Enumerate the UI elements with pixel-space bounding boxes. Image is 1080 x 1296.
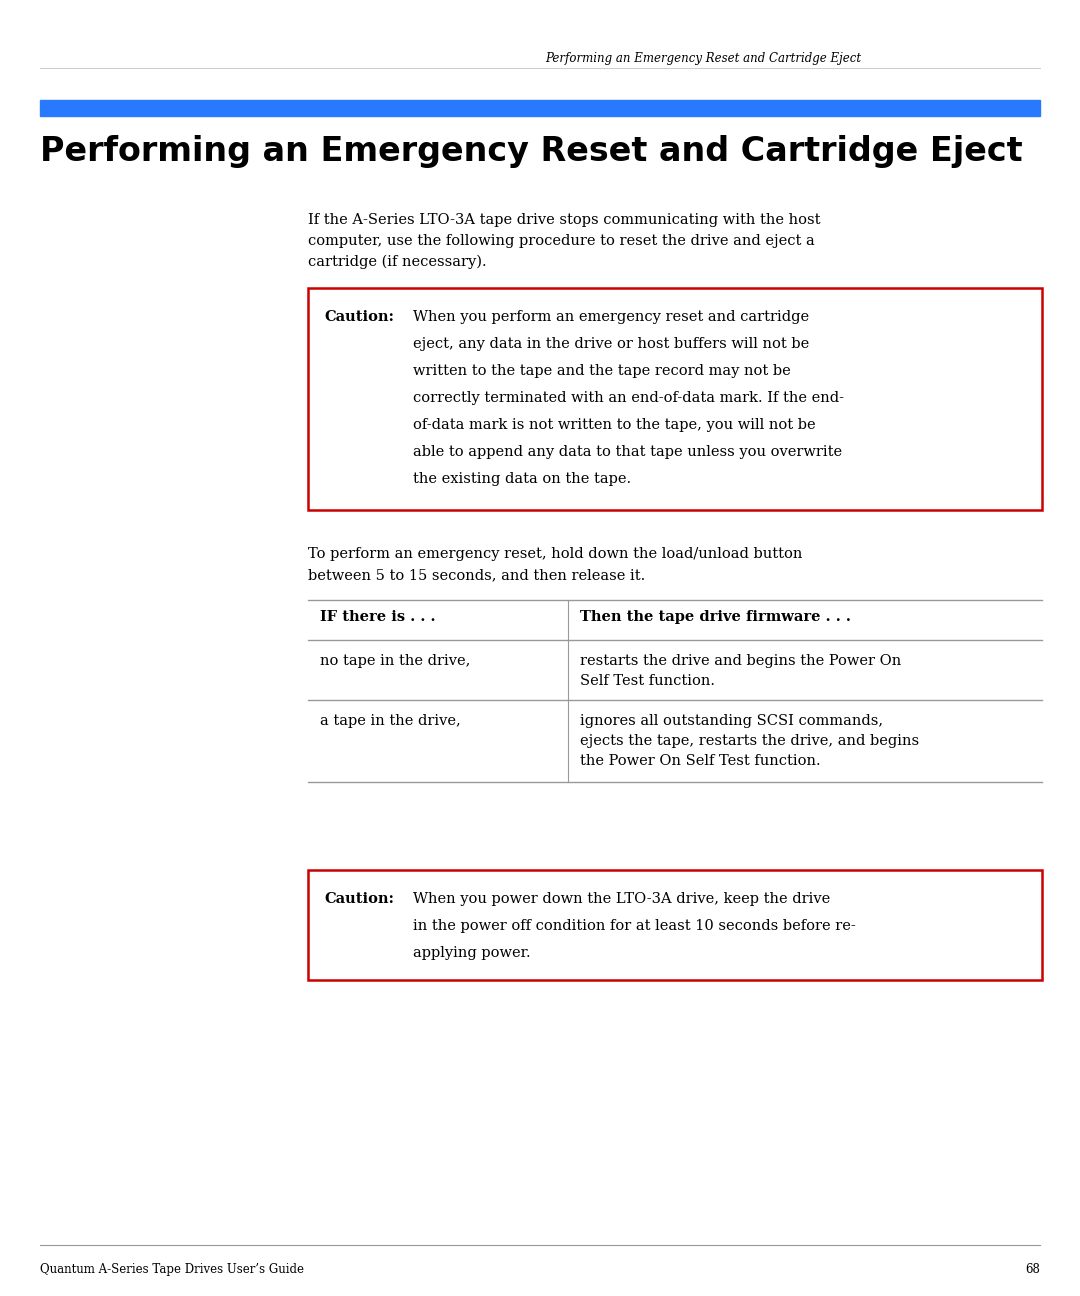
Text: in the power off condition for at least 10 seconds before re-: in the power off condition for at least …: [413, 919, 855, 933]
Text: When you power down the LTO-3A drive, keep the drive: When you power down the LTO-3A drive, ke…: [413, 892, 831, 906]
Text: written to the tape and the tape record may not be: written to the tape and the tape record …: [413, 364, 791, 378]
Text: eject, any data in the drive or host buffers will not be: eject, any data in the drive or host buf…: [413, 337, 809, 351]
Text: ignores all outstanding SCSI commands,: ignores all outstanding SCSI commands,: [580, 714, 883, 728]
Text: When you perform an emergency reset and cartridge: When you perform an emergency reset and …: [413, 310, 809, 324]
Text: IF there is . . .: IF there is . . .: [320, 610, 435, 623]
Text: of-data mark is not written to the tape, you will not be: of-data mark is not written to the tape,…: [413, 419, 815, 432]
Text: Caution:: Caution:: [324, 310, 394, 324]
Text: Quantum A-Series Tape Drives User’s Guide: Quantum A-Series Tape Drives User’s Guid…: [40, 1264, 303, 1277]
Bar: [308, 870, 1042, 980]
Bar: [308, 288, 1042, 511]
Text: cartridge (if necessary).: cartridge (if necessary).: [308, 255, 487, 270]
Text: restarts the drive and begins the Power On: restarts the drive and begins the Power …: [580, 654, 901, 667]
Text: the existing data on the tape.: the existing data on the tape.: [413, 472, 631, 486]
Text: able to append any data to that tape unless you overwrite: able to append any data to that tape unl…: [413, 445, 842, 459]
Text: 68: 68: [1025, 1264, 1040, 1277]
Text: a tape in the drive,: a tape in the drive,: [320, 714, 461, 728]
Text: To perform an emergency reset, hold down the load/unload button: To perform an emergency reset, hold down…: [308, 547, 802, 561]
Text: Performing an Emergency Reset and Cartridge Eject: Performing an Emergency Reset and Cartri…: [545, 52, 861, 65]
Text: the Power On Self Test function.: the Power On Self Test function.: [580, 754, 821, 769]
Text: Then the tape drive firmware . . .: Then the tape drive firmware . . .: [580, 610, 851, 623]
Text: Self Test function.: Self Test function.: [580, 674, 715, 688]
Text: ejects the tape, restarts the drive, and begins: ejects the tape, restarts the drive, and…: [580, 734, 919, 748]
Bar: [40, 100, 1040, 117]
Text: If the A-Series LTO-3A tape drive stops communicating with the host: If the A-Series LTO-3A tape drive stops …: [308, 213, 821, 227]
Text: Performing an Emergency Reset and Cartridge Eject: Performing an Emergency Reset and Cartri…: [40, 135, 1023, 168]
Text: correctly terminated with an end-of-data mark. If the end-: correctly terminated with an end-of-data…: [413, 391, 843, 404]
Text: Caution:: Caution:: [324, 892, 394, 906]
Text: computer, use the following procedure to reset the drive and eject a: computer, use the following procedure to…: [308, 235, 814, 248]
Text: no tape in the drive,: no tape in the drive,: [320, 654, 471, 667]
Text: between 5 to 15 seconds, and then release it.: between 5 to 15 seconds, and then releas…: [308, 568, 645, 582]
Text: applying power.: applying power.: [413, 946, 530, 960]
